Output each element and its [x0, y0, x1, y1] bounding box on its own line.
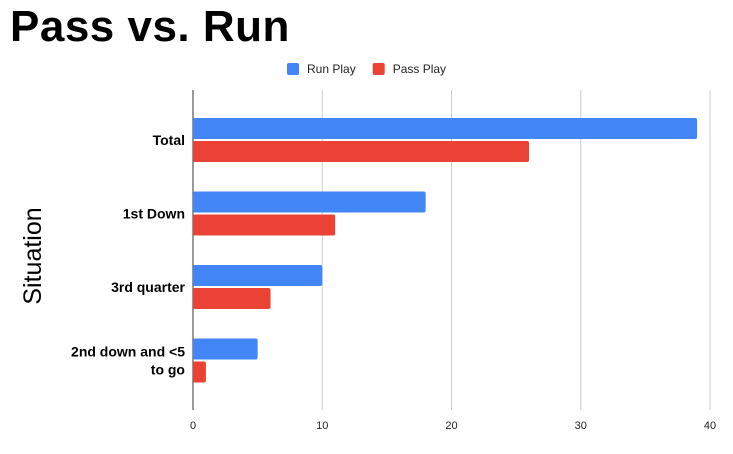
x-tick-label: 30 [575, 420, 587, 432]
category-label-line: Total [153, 132, 185, 148]
legend-label: Pass Play [393, 62, 446, 76]
category-label: 3rd quarter [111, 279, 185, 295]
bar-pass-play [193, 361, 206, 383]
chart-title: Pass vs. Run [10, 2, 290, 51]
bar-pass-play [193, 141, 530, 162]
category-label: Total [153, 132, 185, 148]
category-label-line: 1st Down [123, 206, 185, 222]
x-tick-label: 0 [190, 420, 196, 432]
category-label: 1st Down [123, 206, 185, 222]
category-label-line: 3rd quarter [111, 279, 185, 295]
x-tick-label: 10 [316, 420, 328, 432]
x-tick-label: 20 [445, 420, 457, 432]
bar-run-play [193, 191, 426, 213]
category-label-line: 2nd down and <5 [71, 344, 185, 360]
category-label-line: to go [151, 362, 185, 378]
y-axis-label: Situation [19, 207, 47, 304]
legend-swatch [372, 63, 385, 75]
category-label: 2nd down and <5 to go [71, 344, 185, 378]
bar-pass-play [193, 214, 336, 236]
bar-run-play [193, 338, 258, 360]
bar-run-play [193, 265, 323, 286]
legend-label: Run Play [307, 62, 356, 76]
x-tick-label: 40 [704, 420, 716, 432]
bar-run-play [193, 118, 698, 139]
legend-swatch [287, 63, 299, 75]
bar-pass-play [193, 288, 271, 309]
